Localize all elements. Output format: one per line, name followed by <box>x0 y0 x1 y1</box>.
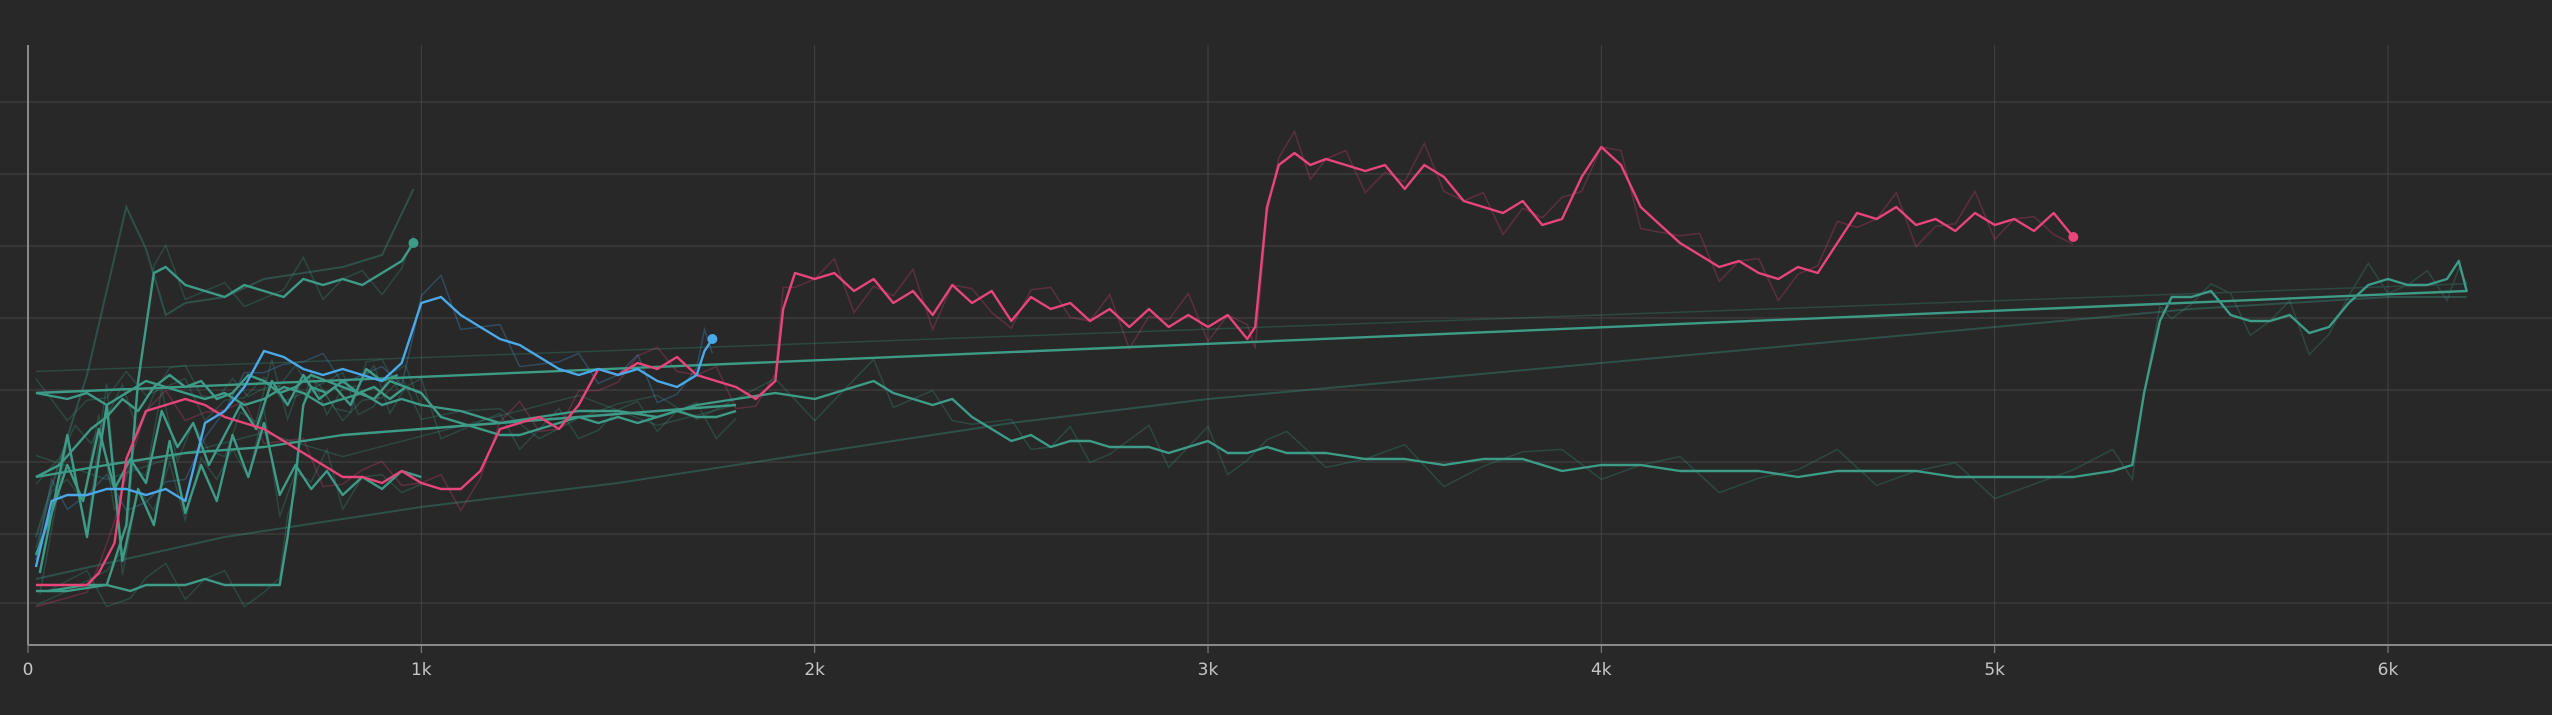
series-line <box>35 403 737 479</box>
x-tick-label: 4k <box>1591 660 1612 680</box>
series-end-point <box>2068 232 2079 242</box>
series-line <box>35 145 2075 587</box>
x-tick-label: 1k <box>411 660 432 680</box>
smoothed-series-layer <box>34 145 2468 593</box>
raw-series-line <box>35 261 2468 500</box>
series-end-point <box>707 334 718 344</box>
series-line <box>38 403 422 574</box>
raw-series-line <box>47 363 737 608</box>
x-tick-label: 6k <box>2378 660 2399 680</box>
x-tick-label: 0 <box>23 660 34 680</box>
raw-series-line <box>34 188 415 538</box>
series-line <box>34 367 399 556</box>
raw-series-line <box>35 235 415 607</box>
raw-series-line <box>35 358 399 549</box>
series-end-point <box>408 238 419 248</box>
axes: 0 1k 2k 3k 4k 5k 6k <box>23 45 2552 680</box>
raw-series-line <box>35 296 2467 580</box>
series-line <box>34 295 714 568</box>
x-tick-label: 5k <box>1984 660 2005 680</box>
raw-series-line <box>35 274 714 560</box>
series-line <box>47 379 737 593</box>
x-tick-label: 2k <box>804 660 825 680</box>
x-tick-label: 3k <box>1198 660 1219 680</box>
series-line <box>35 242 415 593</box>
